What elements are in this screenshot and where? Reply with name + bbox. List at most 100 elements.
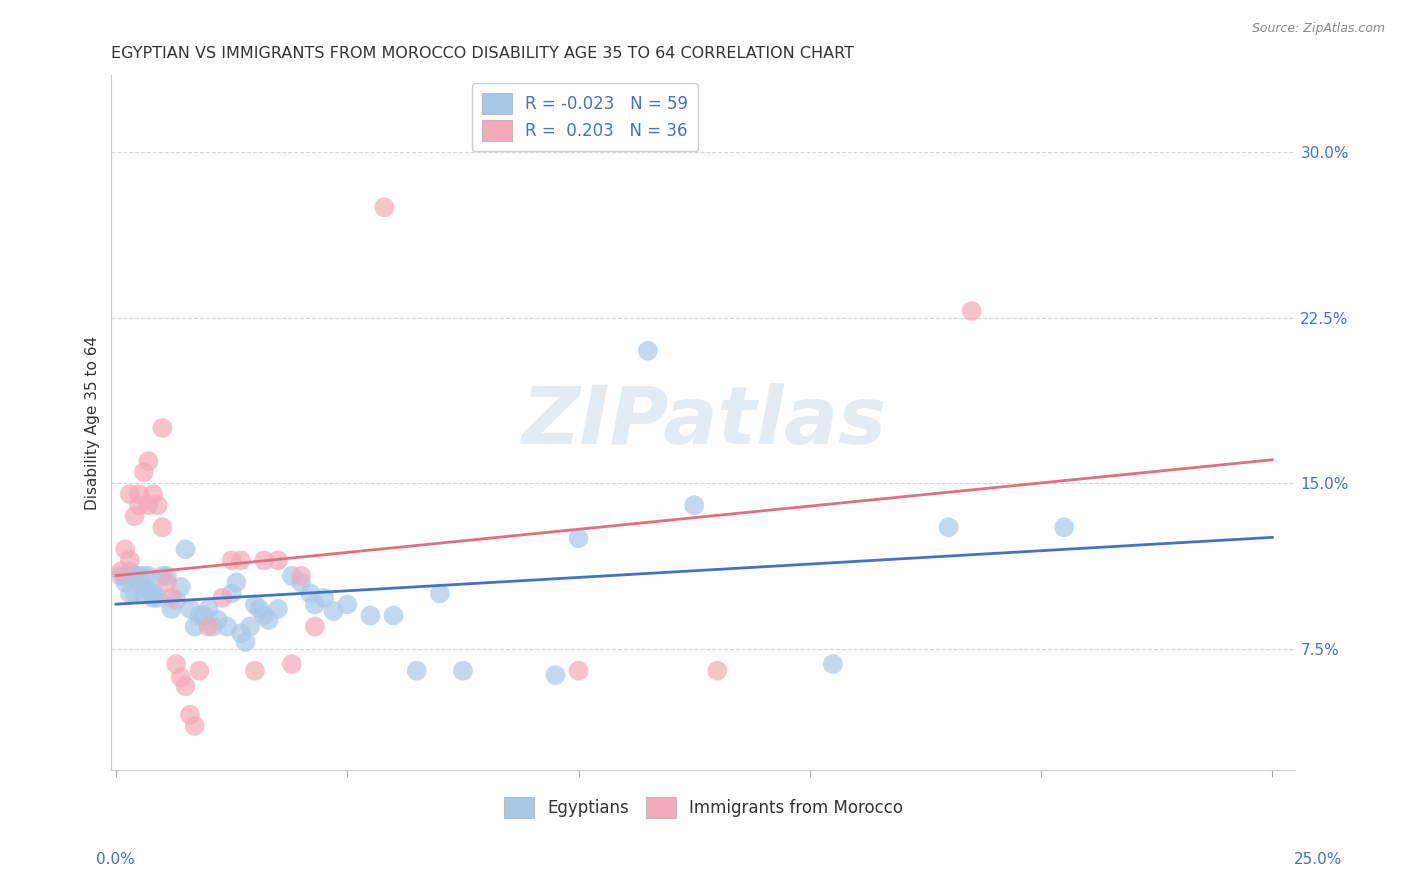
Text: EGYPTIAN VS IMMIGRANTS FROM MOROCCO DISABILITY AGE 35 TO 64 CORRELATION CHART: EGYPTIAN VS IMMIGRANTS FROM MOROCCO DISA… [111, 46, 855, 62]
Point [118, 586, 141, 600]
Point [567, 664, 589, 678]
Point [150, 421, 173, 435]
Point [124, 586, 146, 600]
Point [960, 304, 983, 318]
Point [146, 498, 169, 512]
Point [132, 569, 155, 583]
Point [128, 569, 150, 583]
Legend: Egyptians, Immigrants from Morocco: Egyptians, Immigrants from Morocco [498, 790, 910, 824]
Point [336, 598, 359, 612]
Point [146, 591, 169, 605]
Point [124, 569, 146, 583]
Point [405, 664, 427, 678]
Point [304, 598, 326, 612]
Point [183, 719, 205, 733]
Text: Source: ZipAtlas.com: Source: ZipAtlas.com [1251, 22, 1385, 36]
Point [188, 608, 211, 623]
Point [235, 635, 257, 649]
Point [567, 531, 589, 545]
Point [110, 565, 132, 579]
Point [132, 465, 155, 479]
Point [124, 509, 146, 524]
Point [156, 569, 179, 583]
Point [138, 498, 160, 512]
Point [128, 487, 150, 501]
Text: 25.0%: 25.0% [1295, 852, 1343, 867]
Point [174, 679, 197, 693]
Point [150, 520, 173, 534]
Point [229, 553, 252, 567]
Point [281, 657, 304, 671]
Point [290, 569, 312, 583]
Point [706, 664, 728, 678]
Point [197, 602, 219, 616]
Point [304, 619, 326, 633]
Point [118, 553, 141, 567]
Point [110, 569, 132, 583]
Point [160, 591, 183, 605]
Point [229, 626, 252, 640]
Point [382, 608, 405, 623]
Point [373, 200, 395, 214]
Point [114, 569, 136, 583]
Point [128, 498, 150, 512]
Point [142, 586, 165, 600]
Point [1053, 520, 1076, 534]
Point [637, 343, 659, 358]
Point [221, 553, 243, 567]
Point [290, 575, 312, 590]
Point [170, 580, 193, 594]
Point [211, 591, 233, 605]
Point [544, 668, 567, 682]
Point [257, 613, 280, 627]
Point [114, 575, 136, 590]
Point [683, 498, 706, 512]
Point [138, 454, 160, 468]
Point [179, 707, 201, 722]
Point [314, 591, 336, 605]
Point [142, 591, 165, 605]
Point [938, 520, 960, 534]
Point [174, 542, 197, 557]
Point [128, 575, 150, 590]
Point [138, 569, 160, 583]
Point [138, 582, 160, 596]
Point [165, 657, 187, 671]
Point [322, 604, 344, 618]
Point [243, 598, 266, 612]
Point [429, 586, 451, 600]
Point [215, 619, 238, 633]
Point [118, 487, 141, 501]
Point [243, 664, 266, 678]
Point [267, 602, 290, 616]
Point [202, 619, 225, 633]
Point [249, 602, 271, 616]
Point [207, 613, 229, 627]
Point [253, 553, 276, 567]
Point [150, 569, 173, 583]
Point [165, 593, 187, 607]
Point [179, 602, 201, 616]
Point [253, 608, 276, 623]
Point [299, 586, 322, 600]
Point [225, 575, 247, 590]
Point [142, 487, 165, 501]
Point [267, 553, 290, 567]
Point [281, 569, 304, 583]
Point [239, 619, 262, 633]
Point [188, 664, 211, 678]
Point [118, 565, 141, 579]
Point [156, 575, 179, 590]
Point [821, 657, 844, 671]
Point [359, 608, 381, 623]
Text: ZIPatlas: ZIPatlas [522, 384, 886, 461]
Point [221, 586, 243, 600]
Point [197, 619, 219, 633]
Point [114, 542, 136, 557]
Point [160, 602, 183, 616]
Point [183, 619, 205, 633]
Point [451, 664, 474, 678]
Point [170, 670, 193, 684]
Text: 0.0%: 0.0% [96, 852, 135, 867]
Point [132, 586, 155, 600]
